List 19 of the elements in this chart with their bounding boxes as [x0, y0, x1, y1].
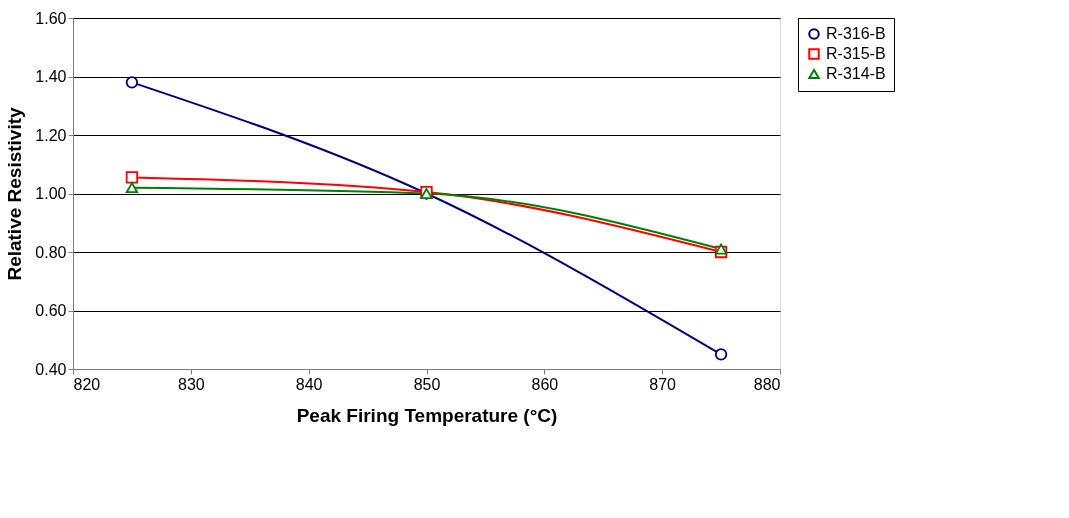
legend-label: R-314-B [826, 65, 886, 82]
x-tick-label: 880 [753, 375, 781, 393]
x-tick-label: 820 [73, 375, 101, 393]
y-axis-title: Relative Resistivity [4, 106, 26, 281]
y-tick-label: 1.60 [35, 9, 67, 27]
y-tick-label: 1.20 [35, 126, 67, 144]
legend-label: R-315-B [826, 45, 886, 62]
x-tick-label: 870 [649, 375, 677, 393]
y-tick-label: 0.60 [35, 302, 67, 319]
y-tick-label: 1.00 [35, 185, 67, 202]
x-tick-label: 860 [531, 375, 559, 393]
x-tick-label: 830 [177, 375, 205, 393]
x-tick-label: 840 [295, 375, 323, 393]
x-axis-title: Peak Firing Temperature (°C) [296, 404, 558, 426]
legend-label: R-316-B [826, 25, 886, 42]
y-tick-label: 1.40 [35, 68, 67, 85]
y-tick-label: 0.80 [35, 243, 67, 261]
y-tick-label: 0.40 [35, 360, 67, 378]
x-tick-label: 850 [413, 375, 441, 393]
